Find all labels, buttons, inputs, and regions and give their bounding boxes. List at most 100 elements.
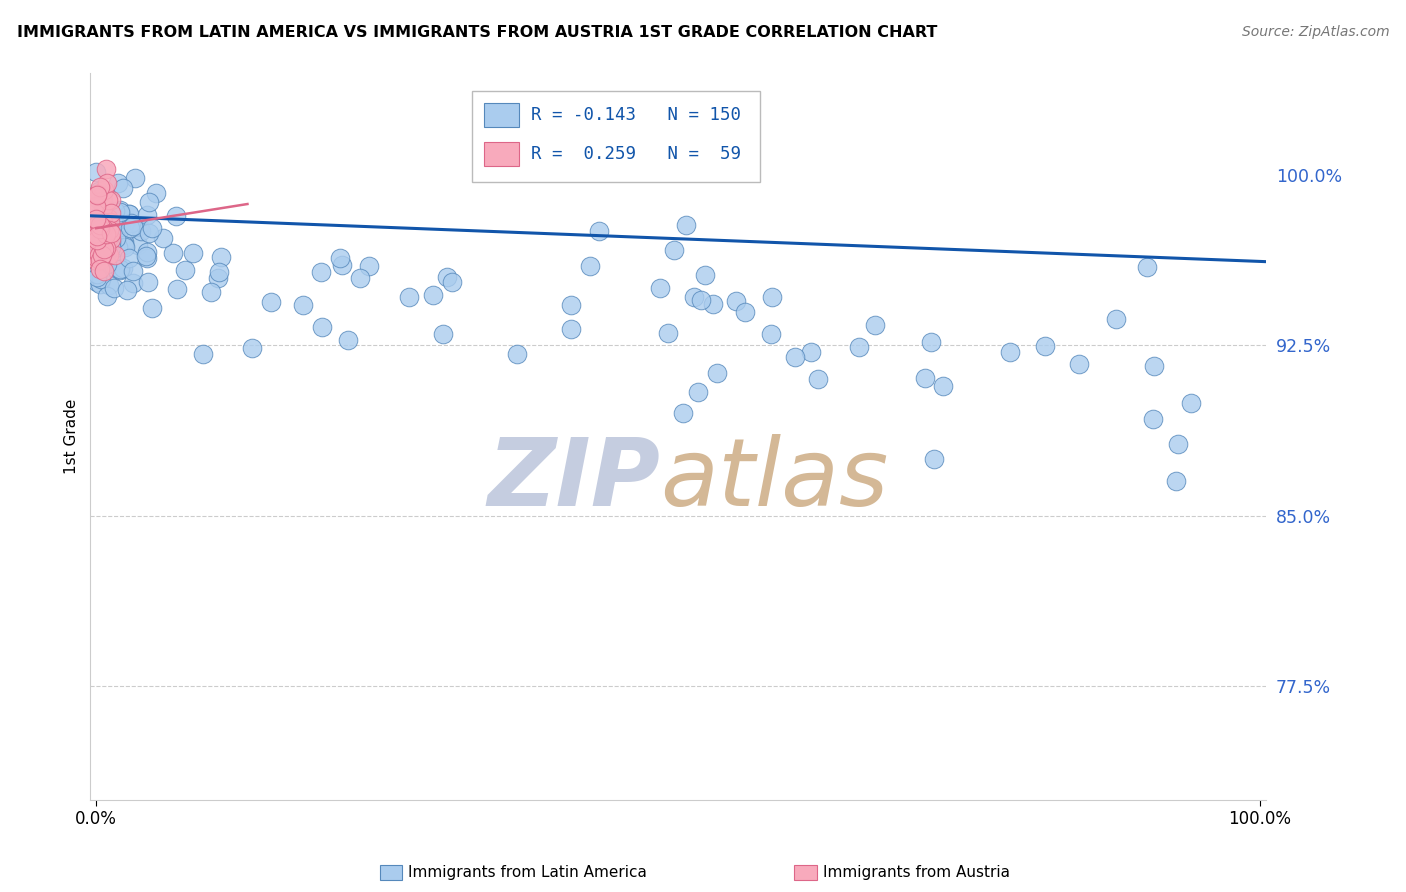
Point (138, 194, 160, 209)
Point (84, 234, 107, 248)
Point (87, 184, 110, 198)
Point (91, 231, 114, 245)
Point (90, 233, 112, 247)
Point (292, 298, 315, 312)
Point (724, 293, 747, 308)
Point (200, 285, 222, 300)
Point (688, 384, 710, 399)
Point (207, 270, 229, 285)
FancyBboxPatch shape (484, 142, 519, 166)
Point (86, 228, 108, 243)
Point (90, 229, 112, 244)
Point (84, 211, 107, 226)
Point (89, 187, 111, 202)
Point (1166, 474, 1188, 488)
Point (86, 226, 108, 240)
Point (96, 257, 118, 271)
Point (97, 231, 120, 245)
Point (800, 345, 823, 359)
Point (138, 227, 160, 241)
Point (131, 224, 153, 238)
Point (96, 216, 118, 230)
Point (94, 255, 117, 269)
Point (97, 243, 120, 257)
Text: IMMIGRANTS FROM LATIN AMERICA VS IMMIGRANTS FROM AUSTRIA 1ST GRADE CORRELATION C: IMMIGRANTS FROM LATIN AMERICA VS IMMIGRA… (17, 25, 938, 40)
Point (998, 345, 1021, 359)
Point (90, 252, 112, 267)
Point (93, 242, 115, 256)
Point (702, 297, 724, 311)
Y-axis label: 1st Grade: 1st Grade (65, 399, 79, 474)
Point (671, 406, 693, 420)
Point (98, 215, 121, 229)
Point (107, 176, 129, 190)
Point (398, 290, 420, 304)
Point (112, 235, 135, 249)
Point (107, 225, 129, 239)
Point (86, 226, 108, 240)
Point (103, 281, 125, 295)
Point (93, 230, 115, 244)
Point (337, 333, 360, 347)
Text: Immigrants from Latin America: Immigrants from Latin America (408, 865, 647, 880)
Point (91, 214, 114, 228)
Point (914, 370, 936, 384)
Point (141, 301, 163, 315)
Point (86, 188, 108, 202)
Point (124, 171, 146, 186)
Point (100, 232, 122, 246)
Point (1069, 357, 1091, 371)
Point (436, 270, 458, 285)
Point (91, 194, 114, 209)
Point (86, 268, 108, 282)
Point (120, 216, 142, 230)
Point (97, 229, 120, 244)
Point (97, 211, 120, 225)
Point (90, 231, 112, 245)
Point (93, 264, 115, 278)
Point (332, 258, 354, 272)
Point (86, 232, 108, 246)
Point (118, 221, 141, 235)
Point (191, 347, 214, 361)
Point (349, 271, 371, 285)
Point (162, 245, 184, 260)
Text: Source: ZipAtlas.com: Source: ZipAtlas.com (1241, 25, 1389, 39)
Point (86, 227, 108, 242)
Point (112, 237, 135, 252)
FancyBboxPatch shape (484, 103, 519, 128)
Point (100, 235, 122, 250)
Point (94, 241, 117, 255)
Point (98, 278, 121, 293)
Point (783, 350, 806, 364)
Point (104, 262, 127, 277)
Point (136, 245, 159, 260)
Point (94, 243, 117, 257)
Point (359, 259, 381, 273)
Point (91, 235, 114, 250)
Point (108, 263, 131, 277)
Point (922, 452, 945, 467)
Point (141, 220, 163, 235)
Point (181, 246, 204, 260)
Point (91, 210, 114, 224)
Point (98, 225, 121, 239)
Point (86, 218, 108, 232)
Point (97, 194, 120, 208)
Point (135, 208, 157, 222)
Point (1035, 339, 1057, 353)
Point (91, 220, 114, 235)
Point (93, 214, 115, 228)
Point (422, 288, 444, 302)
Point (690, 293, 713, 307)
Point (1105, 312, 1128, 326)
Point (86, 233, 108, 247)
Point (86, 252, 108, 266)
Text: Immigrants from Austria: Immigrants from Austria (823, 865, 1010, 880)
Point (86, 245, 108, 260)
Point (588, 224, 610, 238)
Point (84, 219, 107, 234)
Text: atlas: atlas (661, 434, 889, 525)
Point (94, 221, 117, 235)
Point (118, 207, 141, 221)
